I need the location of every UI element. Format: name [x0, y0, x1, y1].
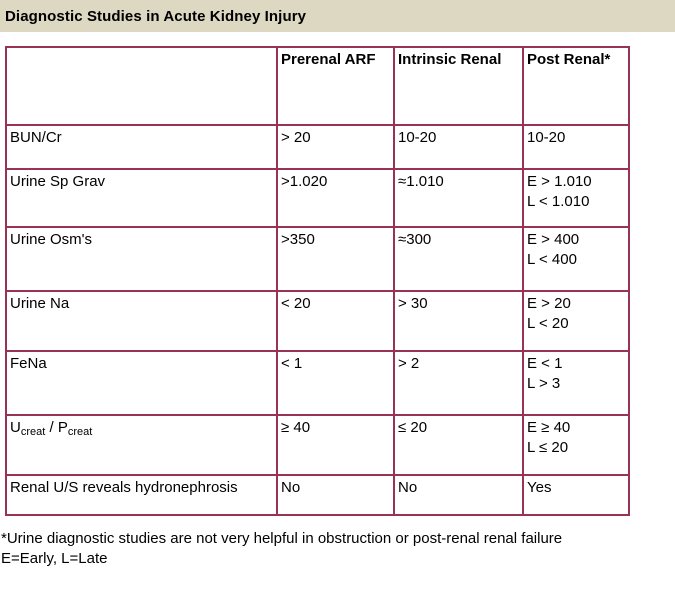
row-label: FeNa	[5, 350, 278, 416]
cell-intrinsic: > 2	[393, 350, 524, 416]
cell-prerenal: ≥ 40	[276, 414, 395, 476]
cell-postrenal: E > 400 L < 400	[522, 226, 630, 292]
cell-intrinsic: ≈1.010	[393, 168, 524, 228]
title-bar: Diagnostic Studies in Acute Kidney Injur…	[0, 0, 675, 32]
cell-postrenal: E > 1.010 L < 1.010	[522, 168, 630, 228]
footnote-asterisk: *Urine diagnostic studies are not very h…	[1, 530, 563, 547]
footnote-legend: E=Early, L=Late	[1, 550, 108, 567]
column-header	[5, 46, 278, 126]
cell-postrenal: E ≥ 40 L ≤ 20	[522, 414, 630, 476]
footnotes: *Urine diagnostic studies are not very h…	[1, 529, 675, 569]
cell-prerenal: >1.020	[276, 168, 395, 228]
cell-postrenal: 10-20	[522, 124, 630, 170]
cell-postrenal: E > 20 L < 20	[522, 290, 630, 352]
row-label: Urine Osm's	[5, 226, 278, 292]
cell-postrenal: Yes	[522, 474, 630, 516]
row-label: Urine Sp Grav	[5, 168, 278, 228]
column-header: Intrinsic Renal	[393, 46, 524, 126]
table-row: BUN/Cr > 20 10-20 10-20	[5, 124, 630, 170]
table-body: BUN/Cr > 20 10-20 10-20 Urine Sp Grav >1…	[5, 124, 630, 516]
cell-prerenal: >350	[276, 226, 395, 292]
diagnostic-table: Prerenal ARF Intrinsic Renal Post Renal* B…	[5, 46, 630, 516]
cell-intrinsic: ≈300	[393, 226, 524, 292]
cell-intrinsic: 10-20	[393, 124, 524, 170]
page-title: Diagnostic Studies in Acute Kidney Injur…	[5, 7, 307, 25]
table-row: Urine Osm's >350 ≈300 E > 400 L < 400	[5, 226, 630, 292]
row-label: Urine Na	[5, 290, 278, 352]
table-row: Ucreat / Pcreat ≥ 40 ≤ 20 E ≥ 40 L ≤ 20	[5, 414, 630, 476]
header-row: Prerenal ARF Intrinsic Renal Post Renal*	[5, 46, 630, 126]
table-row: Urine Sp Grav >1.020 ≈1.010 E > 1.010 L …	[5, 168, 630, 228]
column-header: Post Renal*	[522, 46, 630, 126]
cell-prerenal: < 20	[276, 290, 395, 352]
row-label: Ucreat / Pcreat	[5, 414, 278, 476]
row-label: BUN/Cr	[5, 124, 278, 170]
table-row: FeNa < 1 > 2 E < 1 L > 3	[5, 350, 630, 416]
table-row: Renal U/S reveals hydronephrosis No No Y…	[5, 474, 630, 516]
cell-intrinsic: No	[393, 474, 524, 516]
cell-prerenal: No	[276, 474, 395, 516]
cell-prerenal: < 1	[276, 350, 395, 416]
table-row: Urine Na < 20 > 30 E > 20 L < 20	[5, 290, 630, 352]
row-label: Renal U/S reveals hydronephrosis	[5, 474, 278, 516]
cell-intrinsic: ≤ 20	[393, 414, 524, 476]
cell-intrinsic: > 30	[393, 290, 524, 352]
cell-postrenal: E < 1 L > 3	[522, 350, 630, 416]
cell-prerenal: > 20	[276, 124, 395, 170]
column-header: Prerenal ARF	[276, 46, 395, 126]
